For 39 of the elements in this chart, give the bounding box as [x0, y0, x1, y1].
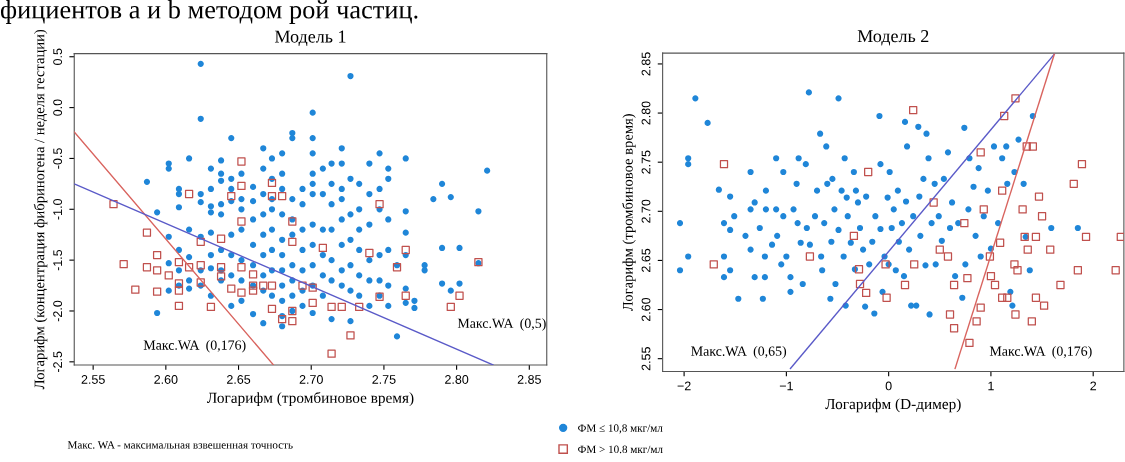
y-axis-title: Логарифм (концентрация фибриногена / неделя гестации) [33, 29, 48, 390]
y-axis-title: Логарифм (тромбиновое время) [622, 114, 636, 312]
x-tick-label: 2.70 [299, 375, 323, 384]
x-tick-label: 2.65 [227, 375, 251, 384]
y-tick-label: 2.70 [641, 199, 651, 223]
x-tick-label: 0 [885, 381, 892, 391]
legend-label: ФМ > 10.8 мкг/мл [578, 445, 663, 454]
legend-label: ФМ ≤ 10,8 мкг/мл [578, 424, 663, 434]
y-tick-label: 0.5 [53, 48, 63, 65]
y-tick-label: 2.65 [641, 248, 651, 272]
annotation: Макс.WA (0,65) [691, 346, 787, 359]
y-tick-label: -1.5 [53, 249, 63, 271]
x-tick-label: 2 [1090, 381, 1097, 391]
x-axis-title: Логарифм (тромбиновое время) [207, 391, 414, 407]
x-tick-label: 2.55 [81, 375, 105, 384]
x-tick-label: 2.85 [517, 375, 541, 384]
y-tick-label: -2.0 [53, 300, 63, 322]
y-tick-label: 2.85 [641, 52, 651, 76]
y-tick-label: 0.0 [53, 99, 63, 116]
x-tick-label: 2.80 [445, 375, 469, 384]
y-tick-label: -0.5 [53, 148, 63, 169]
y-tick-label: 2.75 [641, 150, 651, 174]
y-tick-label: -2.5 [53, 351, 63, 373]
annotation: Макс.WA (0,176) [143, 340, 246, 353]
x-tick-label: −1 [779, 381, 793, 391]
x-tick-label: 2.75 [372, 375, 396, 384]
x-tick-label: 2.60 [154, 375, 178, 384]
x-tick-label: −2 [677, 381, 691, 391]
x-tick-label: 1 [988, 381, 994, 391]
chart-title: Модель 2 [857, 30, 929, 46]
x-axis-title: Логарифм (D-димер) [825, 398, 961, 413]
chart-title: Модель 1 [274, 30, 346, 46]
y-tick-label: 2.60 [641, 297, 651, 322]
annotation: Макс.WA (0,5) [457, 318, 546, 331]
y-tick-label: -1.0 [53, 199, 63, 220]
annotation: Макс.WA (0,176) [989, 346, 1092, 359]
text: фициентов a и b методом рой частиц. [0, 0, 418, 24]
text: Макс. WA - максимальная взвешенная точность [67, 441, 293, 449]
y-tick-label: 2.80 [641, 101, 651, 125]
